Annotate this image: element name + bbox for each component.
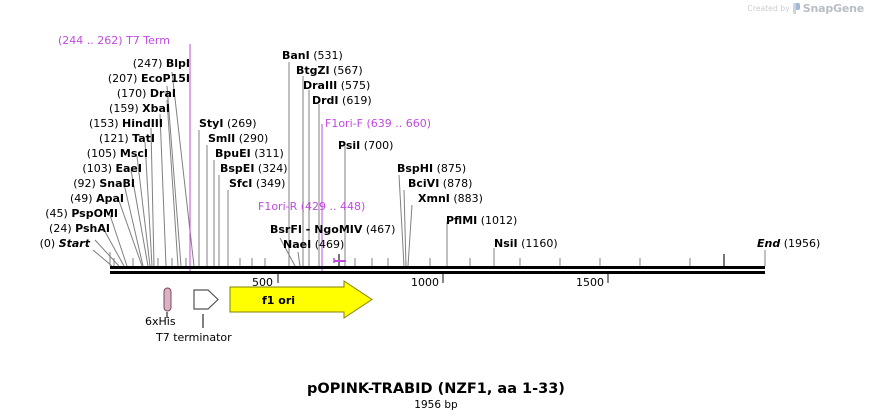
feature-f1-ori[interactable] [229, 280, 373, 319]
feature-6xhis[interactable] [163, 287, 172, 312]
leader-lines-mid [198, 130, 229, 266]
site-label-btgzi[interactable]: BtgZI (567) [296, 64, 363, 77]
site-label-blpi[interactable]: (247) BlpI [132, 57, 190, 70]
site-label-draiii[interactable]: DraIII (575) [303, 79, 371, 92]
site-label-bpuei[interactable]: BpuEI (311) [215, 147, 284, 160]
site-label-hindiii[interactable]: (153) HindIII [88, 117, 163, 130]
site-label-nsii[interactable]: NsiI (1160) [494, 237, 558, 250]
site-label-drai[interactable]: (170) DraI [116, 87, 176, 100]
site-label-eaei[interactable]: (103) EaeI [82, 162, 142, 175]
site-label-psii[interactable]: PsiI (700) [338, 139, 394, 152]
leader-lines-ends [109, 250, 766, 266]
feature-label-f1-ori[interactable]: f1 ori [262, 294, 296, 307]
site-label-msci[interactable]: (105) MscI [86, 147, 148, 160]
site-label-pflmi[interactable]: PflMI (1012) [446, 214, 518, 227]
snapgene-logo-icon [792, 3, 800, 14]
leader-lines-bsrfi-naei [279, 237, 301, 267]
feature-label-t7-terminator[interactable]: T7 terminator [156, 331, 232, 344]
snapgene-watermark: Created by SnapGene [748, 2, 865, 15]
site-label-bsrfi-ngomiv[interactable]: BsrFI - NgoMIV (467) [270, 223, 396, 236]
site-label-bsphi[interactable]: BspHI (875) [397, 162, 467, 175]
primer-hash-marks [333, 258, 346, 263]
primer-label-f1ori-f[interactable]: F1ori-F (639 .. 660) [325, 117, 431, 130]
site-label-smli[interactable]: SmlI (290) [208, 132, 269, 145]
site-label-naei[interactable]: NaeI (469) [283, 238, 345, 251]
leader-lines-bsphi-group [398, 174, 495, 267]
marker-label-end[interactable]: End (1956) [757, 237, 821, 250]
site-label-drdi[interactable]: DrdI (619) [312, 94, 372, 107]
leader-lines-right-top [288, 62, 346, 266]
site-label-snabi[interactable]: (92) SnaBI [73, 177, 135, 190]
site-label-styi[interactable]: StyI (269) [199, 117, 257, 130]
axis-tick-label-500: 500 [252, 276, 273, 289]
watermark-created-by-label: Created by [747, 4, 790, 13]
plasmid-backbone [110, 266, 765, 274]
site-label-ecop15i[interactable]: (207) EcoP15I [107, 72, 190, 85]
site-label-sfci[interactable]: SfcI (349) [229, 177, 286, 190]
site-label-xbai[interactable]: (159) XbaI [109, 102, 170, 115]
site-label-pspomi[interactable]: (45) PspOMI [45, 207, 118, 220]
site-label-apai[interactable]: (49) ApaI [70, 192, 124, 205]
watermark-brand-label: SnapGene [802, 2, 864, 15]
primer-label-f1ori-r[interactable]: F1ori-R (429 .. 448) [258, 200, 366, 213]
primer-label-t7-term[interactable]: (244 .. 262) T7 Term [58, 34, 170, 47]
axis-tick-label-1500: 1500 [576, 276, 604, 289]
site-label-bspei[interactable]: BspEI (324) [220, 162, 288, 175]
marker-label-start[interactable]: (0) Start [39, 237, 90, 250]
feature-t7-terminator[interactable] [193, 289, 219, 310]
axis-tick-label-1000: 1000 [411, 276, 439, 289]
feature-label-6xhis[interactable]: 6xHis [145, 315, 176, 328]
site-label-bani[interactable]: BanI (531) [282, 49, 343, 62]
axis-ticks [277, 274, 609, 283]
plasmid-length: 1956 bp [414, 399, 458, 411]
site-label-tati[interactable]: (121) TatI [99, 132, 155, 145]
site-label-bcivi[interactable]: BciVI (878) [408, 177, 473, 190]
page-title: pOPINK-TRABID (NZF1, aa 1-33) [307, 381, 565, 397]
site-label-xmni[interactable]: XmnI (883) [418, 192, 483, 205]
site-label-pshai[interactable]: (24) PshAI [49, 222, 110, 235]
site-tick-stubs [113, 254, 725, 266]
